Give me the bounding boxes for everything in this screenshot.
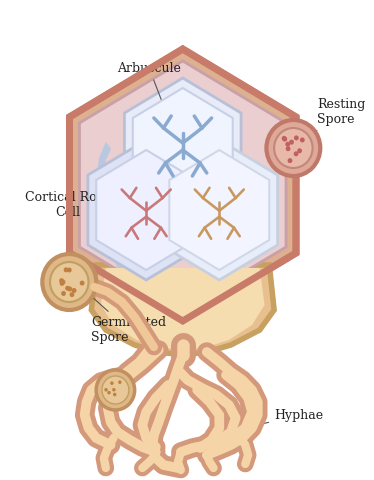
Polygon shape — [70, 49, 296, 321]
Polygon shape — [161, 140, 278, 280]
Circle shape — [282, 137, 287, 142]
Circle shape — [96, 370, 135, 410]
Polygon shape — [88, 140, 205, 280]
Circle shape — [110, 381, 114, 385]
Circle shape — [50, 262, 89, 302]
Circle shape — [61, 291, 66, 296]
Circle shape — [118, 380, 122, 384]
Polygon shape — [133, 88, 233, 208]
Circle shape — [102, 376, 129, 404]
Circle shape — [59, 281, 64, 286]
Circle shape — [65, 286, 70, 291]
Text: Arbuscule: Arbuscule — [117, 61, 181, 115]
Polygon shape — [91, 265, 274, 355]
Circle shape — [70, 292, 74, 297]
Text: Germinated
Spore: Germinated Spore — [89, 294, 166, 344]
Polygon shape — [125, 78, 241, 218]
Polygon shape — [169, 150, 269, 270]
Circle shape — [282, 136, 286, 141]
Circle shape — [72, 288, 77, 293]
Circle shape — [266, 120, 320, 176]
Circle shape — [59, 278, 64, 283]
Text: Cortical Root
Cell: Cortical Root Cell — [25, 191, 135, 219]
Circle shape — [294, 151, 298, 156]
Circle shape — [274, 128, 313, 168]
Circle shape — [113, 393, 116, 396]
Circle shape — [80, 281, 85, 286]
Text: Hyphae: Hyphae — [248, 408, 323, 427]
Circle shape — [112, 388, 116, 392]
Circle shape — [294, 135, 299, 141]
Circle shape — [67, 267, 72, 273]
Polygon shape — [96, 150, 196, 270]
Circle shape — [61, 279, 65, 285]
Circle shape — [289, 140, 294, 144]
Circle shape — [104, 388, 108, 392]
Circle shape — [67, 287, 72, 291]
Polygon shape — [79, 61, 286, 309]
Circle shape — [297, 148, 302, 153]
Circle shape — [300, 137, 305, 143]
Circle shape — [107, 391, 111, 395]
Polygon shape — [101, 268, 264, 350]
Circle shape — [288, 158, 292, 163]
Circle shape — [42, 254, 96, 310]
Polygon shape — [96, 142, 125, 268]
Circle shape — [286, 146, 291, 151]
Circle shape — [64, 267, 68, 272]
Text: Resting
Spore: Resting Spore — [295, 98, 366, 146]
Circle shape — [285, 142, 290, 147]
